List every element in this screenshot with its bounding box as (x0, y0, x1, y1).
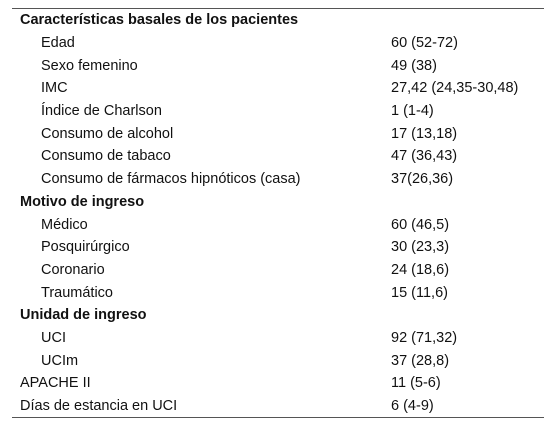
data-row: Traumático 15 (11,6) (12, 281, 544, 304)
row-value: 6 (4-9) (391, 398, 434, 415)
section-row: Unidad de ingreso (12, 304, 544, 327)
section-title: Motivo de ingreso (20, 193, 145, 210)
row-label: Coronario (41, 261, 105, 278)
data-row: Edad 60 (52-72) (12, 32, 544, 55)
row-label: Consumo de tabaco (41, 148, 171, 165)
row-label: Edad (41, 35, 75, 52)
section-row: Características basales de los pacientes (12, 9, 544, 32)
data-row: Consumo de tabaco 47 (36,43) (12, 145, 544, 168)
row-label: UCIm (41, 352, 79, 369)
row-label: Traumático (41, 284, 113, 301)
row-label: Sexo femenino (41, 57, 138, 74)
row-value: 17 (13,18) (391, 125, 458, 142)
data-row: Días de estancia en UCI 6 (4-9) (12, 395, 544, 418)
patients-table: Características basales de los pacientes… (12, 8, 544, 419)
row-value: 11 (5-6) (391, 375, 441, 392)
row-label: APACHE II (20, 375, 91, 392)
row-value: 1 (1-4) (391, 103, 434, 120)
row-value: 24 (18,6) (391, 261, 450, 278)
data-row: Consumo de fármacos hipnóticos (casa) 37(… (12, 168, 544, 191)
data-row: UCI 92 (71,32) (12, 327, 544, 350)
data-row: Coronario 24 (18,6) (12, 259, 544, 282)
row-label: Consumo de alcohol (41, 125, 174, 142)
row-value: 60 (52-72) (391, 35, 458, 52)
row-label: Médico (41, 216, 88, 233)
row-label: Días de estancia en UCI (20, 398, 178, 415)
row-value: 30 (23,3) (391, 239, 450, 256)
row-value: 92 (71,32) (391, 329, 458, 346)
section-title: Unidad de ingreso (20, 307, 147, 324)
row-value: 49 (38) (391, 57, 437, 74)
section-row: Motivo de ingreso (12, 191, 544, 214)
data-row: APACHE II 11 (5-6) (12, 372, 544, 395)
row-label: IMC (41, 80, 68, 97)
row-label: UCI (41, 329, 66, 346)
row-value: 27,42 (24,35-30,48) (391, 80, 519, 97)
row-label: Consumo de fármacos hipnóticos (casa) (41, 171, 301, 188)
row-value: 47 (36,43) (391, 148, 458, 165)
data-row: UCIm 37 (28,8) (12, 349, 544, 372)
data-row: Médico 60 (46,5) (12, 213, 544, 236)
row-label: Posquirúrgico (41, 239, 130, 256)
row-label: Índice de Charlson (41, 103, 162, 120)
data-row: Sexo femenino 49 (38) (12, 54, 544, 77)
data-row: IMC 27,42 (24,35-30,48) (12, 77, 544, 100)
data-row: Consumo de alcohol 17 (13,18) (12, 122, 544, 145)
section-title: Características basales de los pacientes (20, 12, 299, 29)
data-row: Índice de Charlson 1 (1-4) (12, 100, 544, 123)
row-value: 37(26,36) (391, 171, 454, 188)
row-value: 15 (11,6) (391, 284, 448, 301)
row-value: 37 (28,8) (391, 352, 450, 369)
data-row: Posquirúrgico 30 (23,3) (12, 236, 544, 259)
row-value: 60 (46,5) (391, 216, 450, 233)
